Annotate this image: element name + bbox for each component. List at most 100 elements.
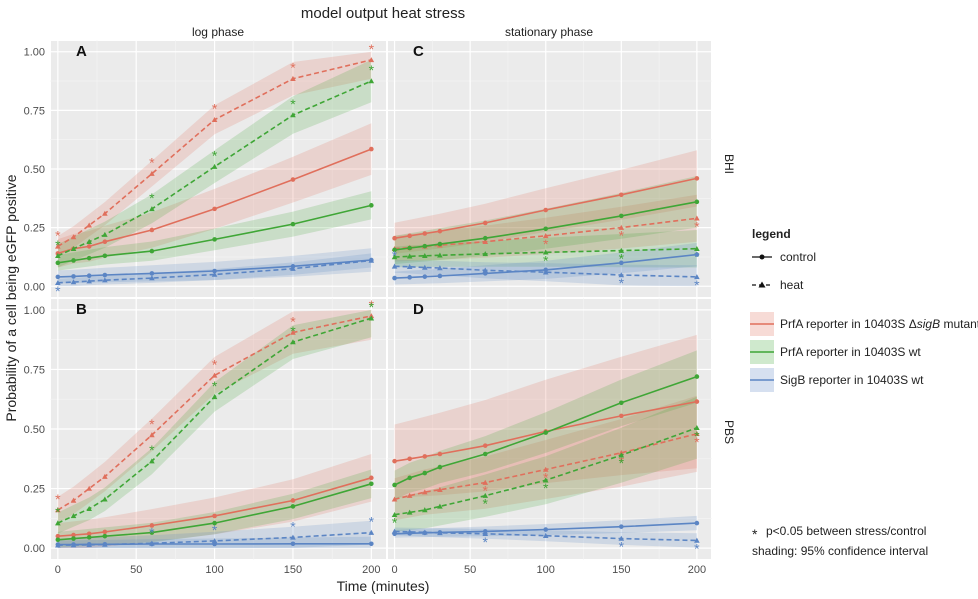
data-point-prfa-sigb-mutant-heat [55, 507, 61, 513]
data-point-prfa-sigb-mutant-control [369, 146, 374, 152]
data-point-prfa-wt-heat [86, 238, 92, 244]
data-point-sigb-wt-heat [421, 529, 428, 535]
significance-star-prfa-sigb-mutant: * [55, 491, 61, 507]
data-point-prfa-sigb-mutant-heat [70, 234, 77, 240]
data-point-sigb-wt-heat [437, 530, 443, 536]
data-point-sigb-wt-heat [149, 275, 155, 281]
data-point-sigb-wt-control [694, 520, 700, 526]
ci-band-prfa-wt-heat [394, 396, 697, 532]
significance-star-prfa-wt: * [55, 504, 61, 520]
series-line-sigb-wt-control [57, 259, 372, 278]
data-point-sigb-wt-heat [406, 264, 413, 270]
x-tick-label: 0 [391, 564, 397, 576]
data-point-sigb-wt-heat [55, 279, 61, 285]
ci-band-prfa-wt-control [394, 350, 697, 500]
data-point-prfa-sigb-mutant-heat [149, 170, 155, 176]
ci-band-prfa-sigb-mutant-control [57, 454, 372, 549]
data-point-prfa-wt-heat [482, 251, 489, 257]
data-point-prfa-sigb-mutant-control [437, 451, 443, 457]
series-line-prfa-wt-control [57, 483, 372, 541]
data-point-prfa-sigb-mutant-heat [694, 215, 700, 221]
data-point-prfa-wt-control [290, 221, 296, 227]
data-point-prfa-wt-control [694, 199, 700, 205]
data-point-sigb-wt-control [86, 273, 92, 279]
data-point-prfa-wt-control [55, 537, 61, 543]
data-point-prfa-wt-control [422, 243, 428, 249]
y-tick-label: 0.75 [24, 105, 45, 117]
legend-control-marker [759, 254, 765, 260]
x-tick-label: 100 [537, 564, 555, 576]
data-point-prfa-wt-heat [102, 496, 108, 502]
data-point-prfa-sigb-mutant-control [102, 529, 108, 535]
data-point-prfa-sigb-mutant-heat [149, 432, 155, 438]
ci-band-prfa-wt-heat [57, 59, 372, 268]
y-tick-label: 0.25 [24, 223, 45, 235]
significance-star-prfa-sigb-mutant: * [149, 155, 155, 171]
data-point-sigb-wt-control [437, 273, 443, 279]
data-point-prfa-sigb-mutant-heat [391, 496, 398, 502]
legend-star-symbol: * [752, 526, 758, 542]
data-point-prfa-wt-heat [694, 245, 700, 251]
data-point-sigb-wt-heat [482, 531, 489, 537]
significance-star-prfa-sigb-mutant: * [619, 453, 625, 469]
data-point-prfa-wt-heat [70, 513, 77, 519]
data-point-sigb-wt-heat [86, 278, 92, 284]
data-point-prfa-sigb-mutant-heat [102, 473, 108, 479]
y-tick-label: 1.00 [24, 305, 45, 317]
data-point-prfa-wt-heat [290, 339, 296, 345]
data-point-prfa-wt-control [71, 258, 76, 263]
data-point-prfa-wt-control [149, 530, 155, 535]
significance-star-prfa-sigb-mutant: * [619, 228, 625, 244]
data-point-prfa-wt-control [71, 536, 76, 541]
significance-star-prfa-sigb-mutant: * [543, 469, 549, 485]
significance-star-prfa-sigb-mutant: * [149, 416, 155, 432]
data-point-prfa-wt-heat [211, 394, 218, 400]
data-point-prfa-wt-heat [55, 252, 61, 259]
data-point-prfa-wt-heat [694, 425, 700, 431]
data-point-prfa-wt-heat [55, 520, 61, 526]
data-point-prfa-wt-heat [542, 477, 549, 483]
panels-layer: 0.000.250.500.751.00***********A**** *** *… [24, 39, 713, 576]
y-tick-label: 0.25 [24, 484, 45, 496]
series-line-prfa-sigb-mutant-heat [394, 433, 698, 501]
series-line-sigb-wt-heat [394, 265, 697, 278]
data-point-sigb-wt-control [694, 252, 700, 257]
x-tick-label: 200 [362, 564, 380, 576]
row-header-bhi: BHI [722, 154, 736, 174]
significance-star-prfa-wt: * [55, 237, 61, 253]
data-point-prfa-wt-control [407, 245, 412, 251]
significance-star-sigb-wt: * [149, 524, 155, 540]
row-header-pbs: PBS [722, 420, 736, 444]
col-header-log-phase: log phase [192, 25, 244, 39]
data-point-sigb-wt-heat [406, 529, 413, 535]
data-point-sigb-wt-control [102, 272, 108, 278]
data-point-sigb-wt-control [290, 541, 296, 547]
series-line-prfa-sigb-mutant-control [57, 477, 372, 537]
data-point-prfa-wt-heat [542, 249, 549, 255]
ci-band-prfa-sigb-mutant-heat [57, 309, 372, 524]
data-point-sigb-wt-heat [391, 528, 398, 534]
data-point-prfa-wt-control [212, 520, 217, 526]
data-point-prfa-sigb-mutant-heat [437, 486, 443, 492]
series-line-prfa-sigb-mutant-heat [57, 59, 372, 248]
data-point-prfa-sigb-mutant-control [437, 228, 443, 234]
data-point-prfa-wt-control [86, 255, 92, 261]
data-point-sigb-wt-control [392, 275, 397, 281]
series-line-sigb-wt-heat [57, 531, 372, 546]
data-point-prfa-sigb-mutant-control [212, 206, 217, 212]
data-point-prfa-sigb-mutant-heat [86, 222, 92, 228]
significance-star-sigb-wt: * [619, 275, 625, 291]
data-point-prfa-sigb-mutant-control [694, 399, 700, 404]
data-point-prfa-wt-control [392, 247, 397, 253]
data-point-prfa-wt-control [369, 203, 374, 208]
significance-star-prfa-sigb-mutant: * [55, 227, 61, 243]
significance-star-sigb-wt: * [694, 277, 700, 293]
data-point-prfa-sigb-mutant-control [482, 443, 488, 448]
data-point-prfa-wt-control [290, 504, 296, 509]
ci-band-prfa-wt-control [57, 191, 372, 271]
data-point-prfa-sigb-mutant-control [55, 533, 61, 539]
data-point-prfa-sigb-mutant-heat [290, 329, 296, 335]
data-point-sigb-wt-heat [542, 269, 549, 275]
ci-band-prfa-sigb-mutant-heat [57, 51, 372, 257]
data-point-prfa-wt-control [102, 253, 108, 259]
